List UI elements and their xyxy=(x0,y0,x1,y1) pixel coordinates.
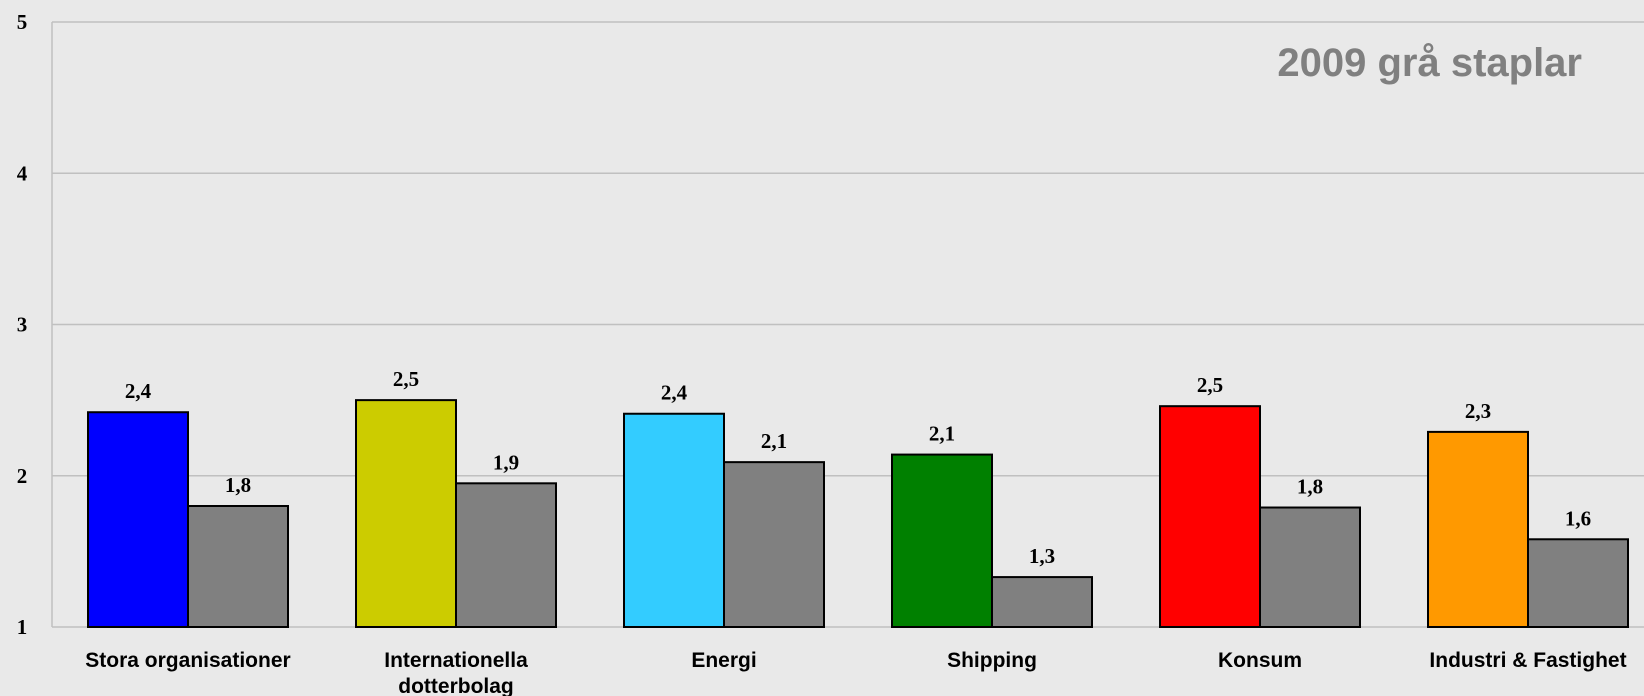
bar xyxy=(1259,506,1361,629)
x-tick-label-line: Stora organisationer xyxy=(85,649,290,672)
x-tick-label: Konsum xyxy=(1218,649,1302,672)
data-label: 2,1 xyxy=(929,422,955,446)
data-label: 2,5 xyxy=(393,367,419,391)
x-tick-label-line: dotterbolag xyxy=(398,675,514,696)
bar xyxy=(1527,538,1629,629)
bar xyxy=(623,412,725,628)
x-tick-label-line: Energi xyxy=(691,649,756,672)
y-tick-label: 3 xyxy=(17,313,28,337)
y-tick-label: 4 xyxy=(17,161,28,185)
y-tick-label: 1 xyxy=(17,615,28,639)
x-tick-label: Stora organisationer xyxy=(85,649,290,672)
data-labels: 2,4 1,8 2,5 1,9 2,4 2,1 2,1 1,3 2,5 1,8 2,3 1,6 xyxy=(125,367,1591,568)
grid xyxy=(51,21,1644,628)
bars xyxy=(87,399,1629,629)
bar xyxy=(1159,405,1261,628)
x-tick-label: Internationella dotterbolag xyxy=(384,649,528,696)
bar xyxy=(187,505,289,628)
data-label: 1,9 xyxy=(493,450,519,474)
data-label: 1,8 xyxy=(225,473,251,497)
data-label: 2,1 xyxy=(761,429,787,453)
data-label: 2,3 xyxy=(1465,399,1491,423)
x-tick-label: Industri & Fastighet xyxy=(1429,649,1626,672)
y-axis: 1 2 3 4 5 xyxy=(17,10,28,639)
y-tick-label: 5 xyxy=(17,10,28,34)
bar xyxy=(455,482,557,628)
x-tick-label: Shipping xyxy=(947,649,1037,672)
bar xyxy=(891,453,993,629)
data-label: 1,8 xyxy=(1297,475,1323,499)
x-tick-label-line: Shipping xyxy=(947,649,1037,672)
x-tick-label-line: Internationella xyxy=(384,649,528,672)
x-tick-label: Energi xyxy=(691,649,756,672)
bar xyxy=(355,399,457,628)
x-tick-label-line: Konsum xyxy=(1218,649,1302,672)
bar xyxy=(991,576,1093,629)
data-label: 1,6 xyxy=(1565,506,1591,530)
bar xyxy=(723,461,825,629)
y-tick-label: 2 xyxy=(17,464,28,488)
data-label: 1,3 xyxy=(1029,544,1055,568)
bar xyxy=(1427,430,1529,629)
data-label: 2,4 xyxy=(125,379,152,403)
data-label: 2,5 xyxy=(1197,373,1223,397)
chart-annotation: 2009 grå staplar xyxy=(1277,41,1582,85)
bar xyxy=(87,411,189,628)
x-tick-label-line: Industri & Fastighet xyxy=(1429,649,1626,672)
data-label: 2,4 xyxy=(661,381,688,405)
x-axis: Stora organisationer Internationella dotte… xyxy=(85,649,1626,696)
